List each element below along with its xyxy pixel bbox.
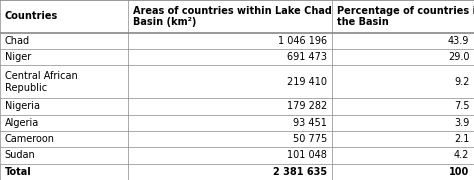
Text: Percentage of countries in
the Basin: Percentage of countries in the Basin (337, 6, 474, 27)
Text: 29.0: 29.0 (448, 52, 469, 62)
Text: Cameroon: Cameroon (5, 134, 55, 144)
Text: 100: 100 (449, 167, 469, 177)
Text: 2.1: 2.1 (454, 134, 469, 144)
Text: 50 775: 50 775 (293, 134, 327, 144)
Text: Sudan: Sudan (5, 150, 36, 160)
Text: 7.5: 7.5 (454, 101, 469, 111)
Text: 101 048: 101 048 (287, 150, 327, 160)
Text: Countries: Countries (5, 11, 58, 21)
Text: 179 282: 179 282 (287, 101, 327, 111)
Text: Central African
Republic: Central African Republic (5, 71, 77, 93)
Text: 4.2: 4.2 (454, 150, 469, 160)
Text: Algeria: Algeria (5, 118, 39, 128)
Text: 9.2: 9.2 (454, 77, 469, 87)
Text: Niger: Niger (5, 52, 31, 62)
Text: Total: Total (5, 167, 31, 177)
Text: 43.9: 43.9 (448, 36, 469, 46)
Text: 93 451: 93 451 (293, 118, 327, 128)
Text: 2 381 635: 2 381 635 (273, 167, 327, 177)
Text: 3.9: 3.9 (454, 118, 469, 128)
Text: 691 473: 691 473 (287, 52, 327, 62)
Text: Nigeria: Nigeria (5, 101, 40, 111)
Text: Areas of countries within Lake Chad
Basin (km²): Areas of countries within Lake Chad Basi… (133, 6, 332, 27)
Text: 219 410: 219 410 (287, 77, 327, 87)
Text: Chad: Chad (5, 36, 30, 46)
Text: 1 046 196: 1 046 196 (278, 36, 327, 46)
